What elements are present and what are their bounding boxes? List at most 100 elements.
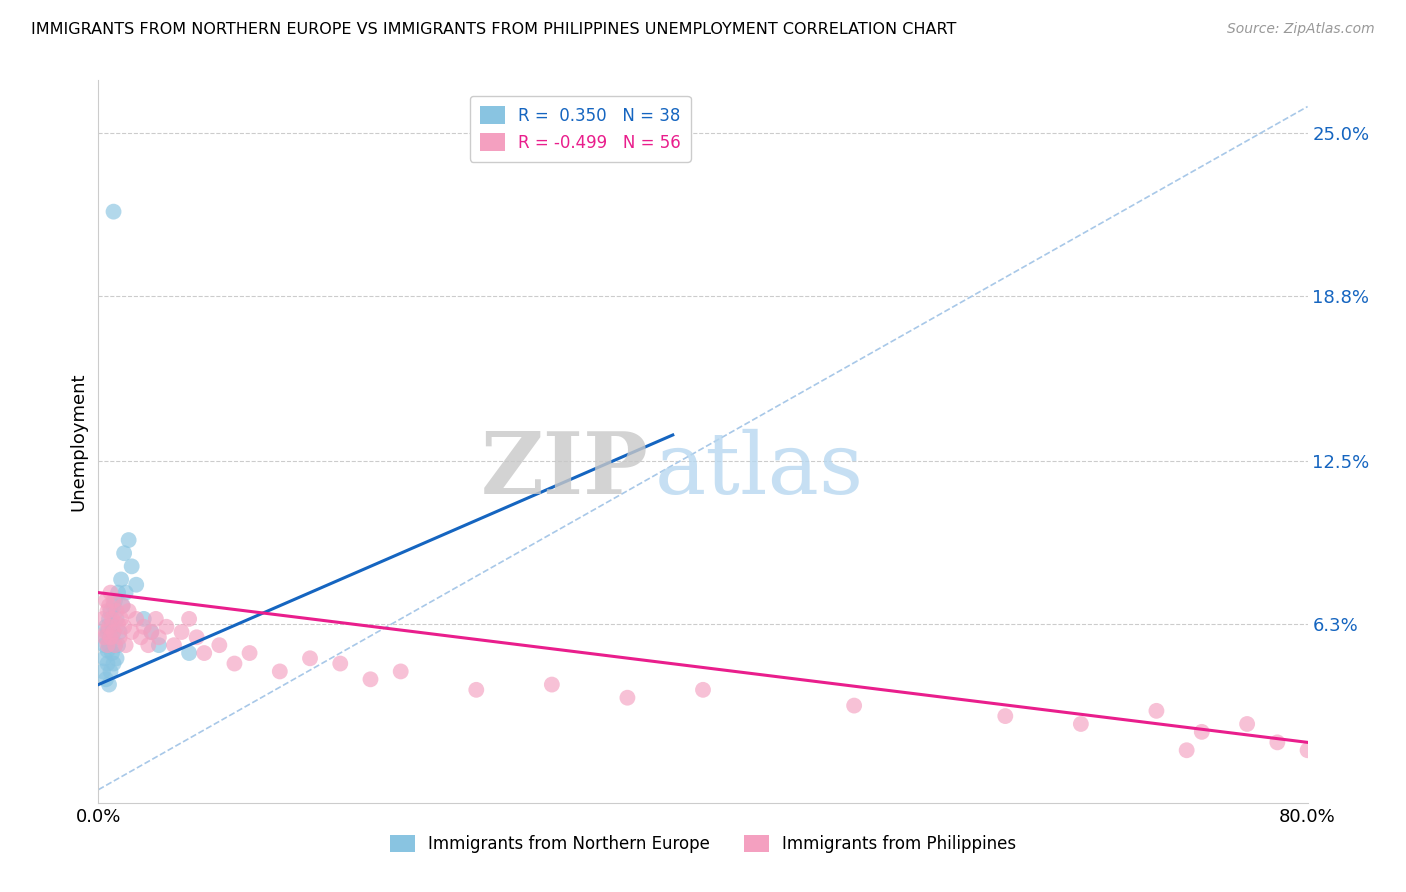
Point <box>1070 717 1092 731</box>
Point <box>104 593 127 607</box>
Point <box>121 559 143 574</box>
Point <box>104 638 127 652</box>
Point <box>692 682 714 697</box>
Point <box>148 638 170 652</box>
Text: ZIP: ZIP <box>481 428 648 512</box>
Point <box>96 657 118 671</box>
Point <box>98 612 121 626</box>
Point <box>98 677 121 691</box>
Point <box>110 573 132 587</box>
Point <box>105 604 128 618</box>
Point <box>125 578 148 592</box>
Point <box>141 625 163 640</box>
Point <box>103 625 125 640</box>
Point <box>108 625 131 640</box>
Point <box>107 585 129 599</box>
Point <box>269 665 291 679</box>
Point <box>101 617 124 632</box>
Point <box>132 620 155 634</box>
Point <box>1296 743 1319 757</box>
Point <box>114 638 136 652</box>
Point <box>118 604 141 618</box>
Point <box>193 646 215 660</box>
Point <box>100 585 122 599</box>
Point <box>329 657 352 671</box>
Point <box>170 625 193 640</box>
Point <box>96 604 118 618</box>
Point <box>1236 717 1258 731</box>
Point <box>103 593 125 607</box>
Point <box>118 533 141 547</box>
Point <box>94 620 117 634</box>
Point <box>616 690 638 705</box>
Point <box>100 630 122 644</box>
Point <box>103 657 125 671</box>
Point <box>91 665 114 679</box>
Point <box>121 625 143 640</box>
Point <box>110 612 132 626</box>
Point <box>93 638 115 652</box>
Point <box>125 612 148 626</box>
Text: IMMIGRANTS FROM NORTHERN EUROPE VS IMMIGRANTS FROM PHILIPPINES UNEMPLOYMENT CORR: IMMIGRANTS FROM NORTHERN EUROPE VS IMMIG… <box>31 22 956 37</box>
Point <box>93 651 115 665</box>
Point <box>103 625 125 640</box>
Point <box>1191 724 1213 739</box>
Text: atlas: atlas <box>655 429 863 512</box>
Point <box>91 612 114 626</box>
Point <box>94 593 117 607</box>
Legend: Immigrants from Northern Europe, Immigrants from Philippines: Immigrants from Northern Europe, Immigra… <box>384 828 1022 860</box>
Point <box>105 651 128 665</box>
Point <box>98 638 121 652</box>
Point <box>389 665 412 679</box>
Point <box>179 646 201 660</box>
Point <box>112 546 135 560</box>
Point <box>148 630 170 644</box>
Point <box>224 657 246 671</box>
Point <box>163 638 186 652</box>
Point <box>98 599 121 613</box>
Point <box>107 638 129 652</box>
Point <box>994 709 1017 723</box>
Point <box>96 638 118 652</box>
Point <box>103 204 125 219</box>
Point <box>94 630 117 644</box>
Point <box>100 665 122 679</box>
Point <box>104 638 127 652</box>
Point <box>98 620 121 634</box>
Point <box>94 625 117 640</box>
Point <box>129 630 152 644</box>
Point <box>132 612 155 626</box>
Point <box>114 585 136 599</box>
Point <box>100 604 122 618</box>
Point <box>145 612 167 626</box>
Point <box>1267 735 1289 749</box>
Point <box>186 630 208 644</box>
Point <box>111 599 134 613</box>
Point <box>103 599 125 613</box>
Point <box>299 651 322 665</box>
Point <box>179 612 201 626</box>
Point <box>96 625 118 640</box>
Text: Source: ZipAtlas.com: Source: ZipAtlas.com <box>1227 22 1375 37</box>
Point <box>239 646 262 660</box>
Point <box>96 643 118 657</box>
Point <box>107 617 129 632</box>
Point <box>93 630 115 644</box>
Point <box>1175 743 1198 757</box>
Point <box>465 682 488 697</box>
Point <box>105 612 128 626</box>
Point <box>112 620 135 634</box>
Point <box>94 673 117 687</box>
Point <box>101 612 124 626</box>
Point <box>100 630 122 644</box>
Point <box>360 673 382 687</box>
Point <box>101 646 124 660</box>
Point <box>111 599 134 613</box>
Point <box>108 630 131 644</box>
Point <box>141 625 163 640</box>
Y-axis label: Unemployment: Unemployment <box>69 372 87 511</box>
Point <box>1144 704 1167 718</box>
Point <box>155 620 177 634</box>
Point <box>136 638 159 652</box>
Point <box>844 698 866 713</box>
